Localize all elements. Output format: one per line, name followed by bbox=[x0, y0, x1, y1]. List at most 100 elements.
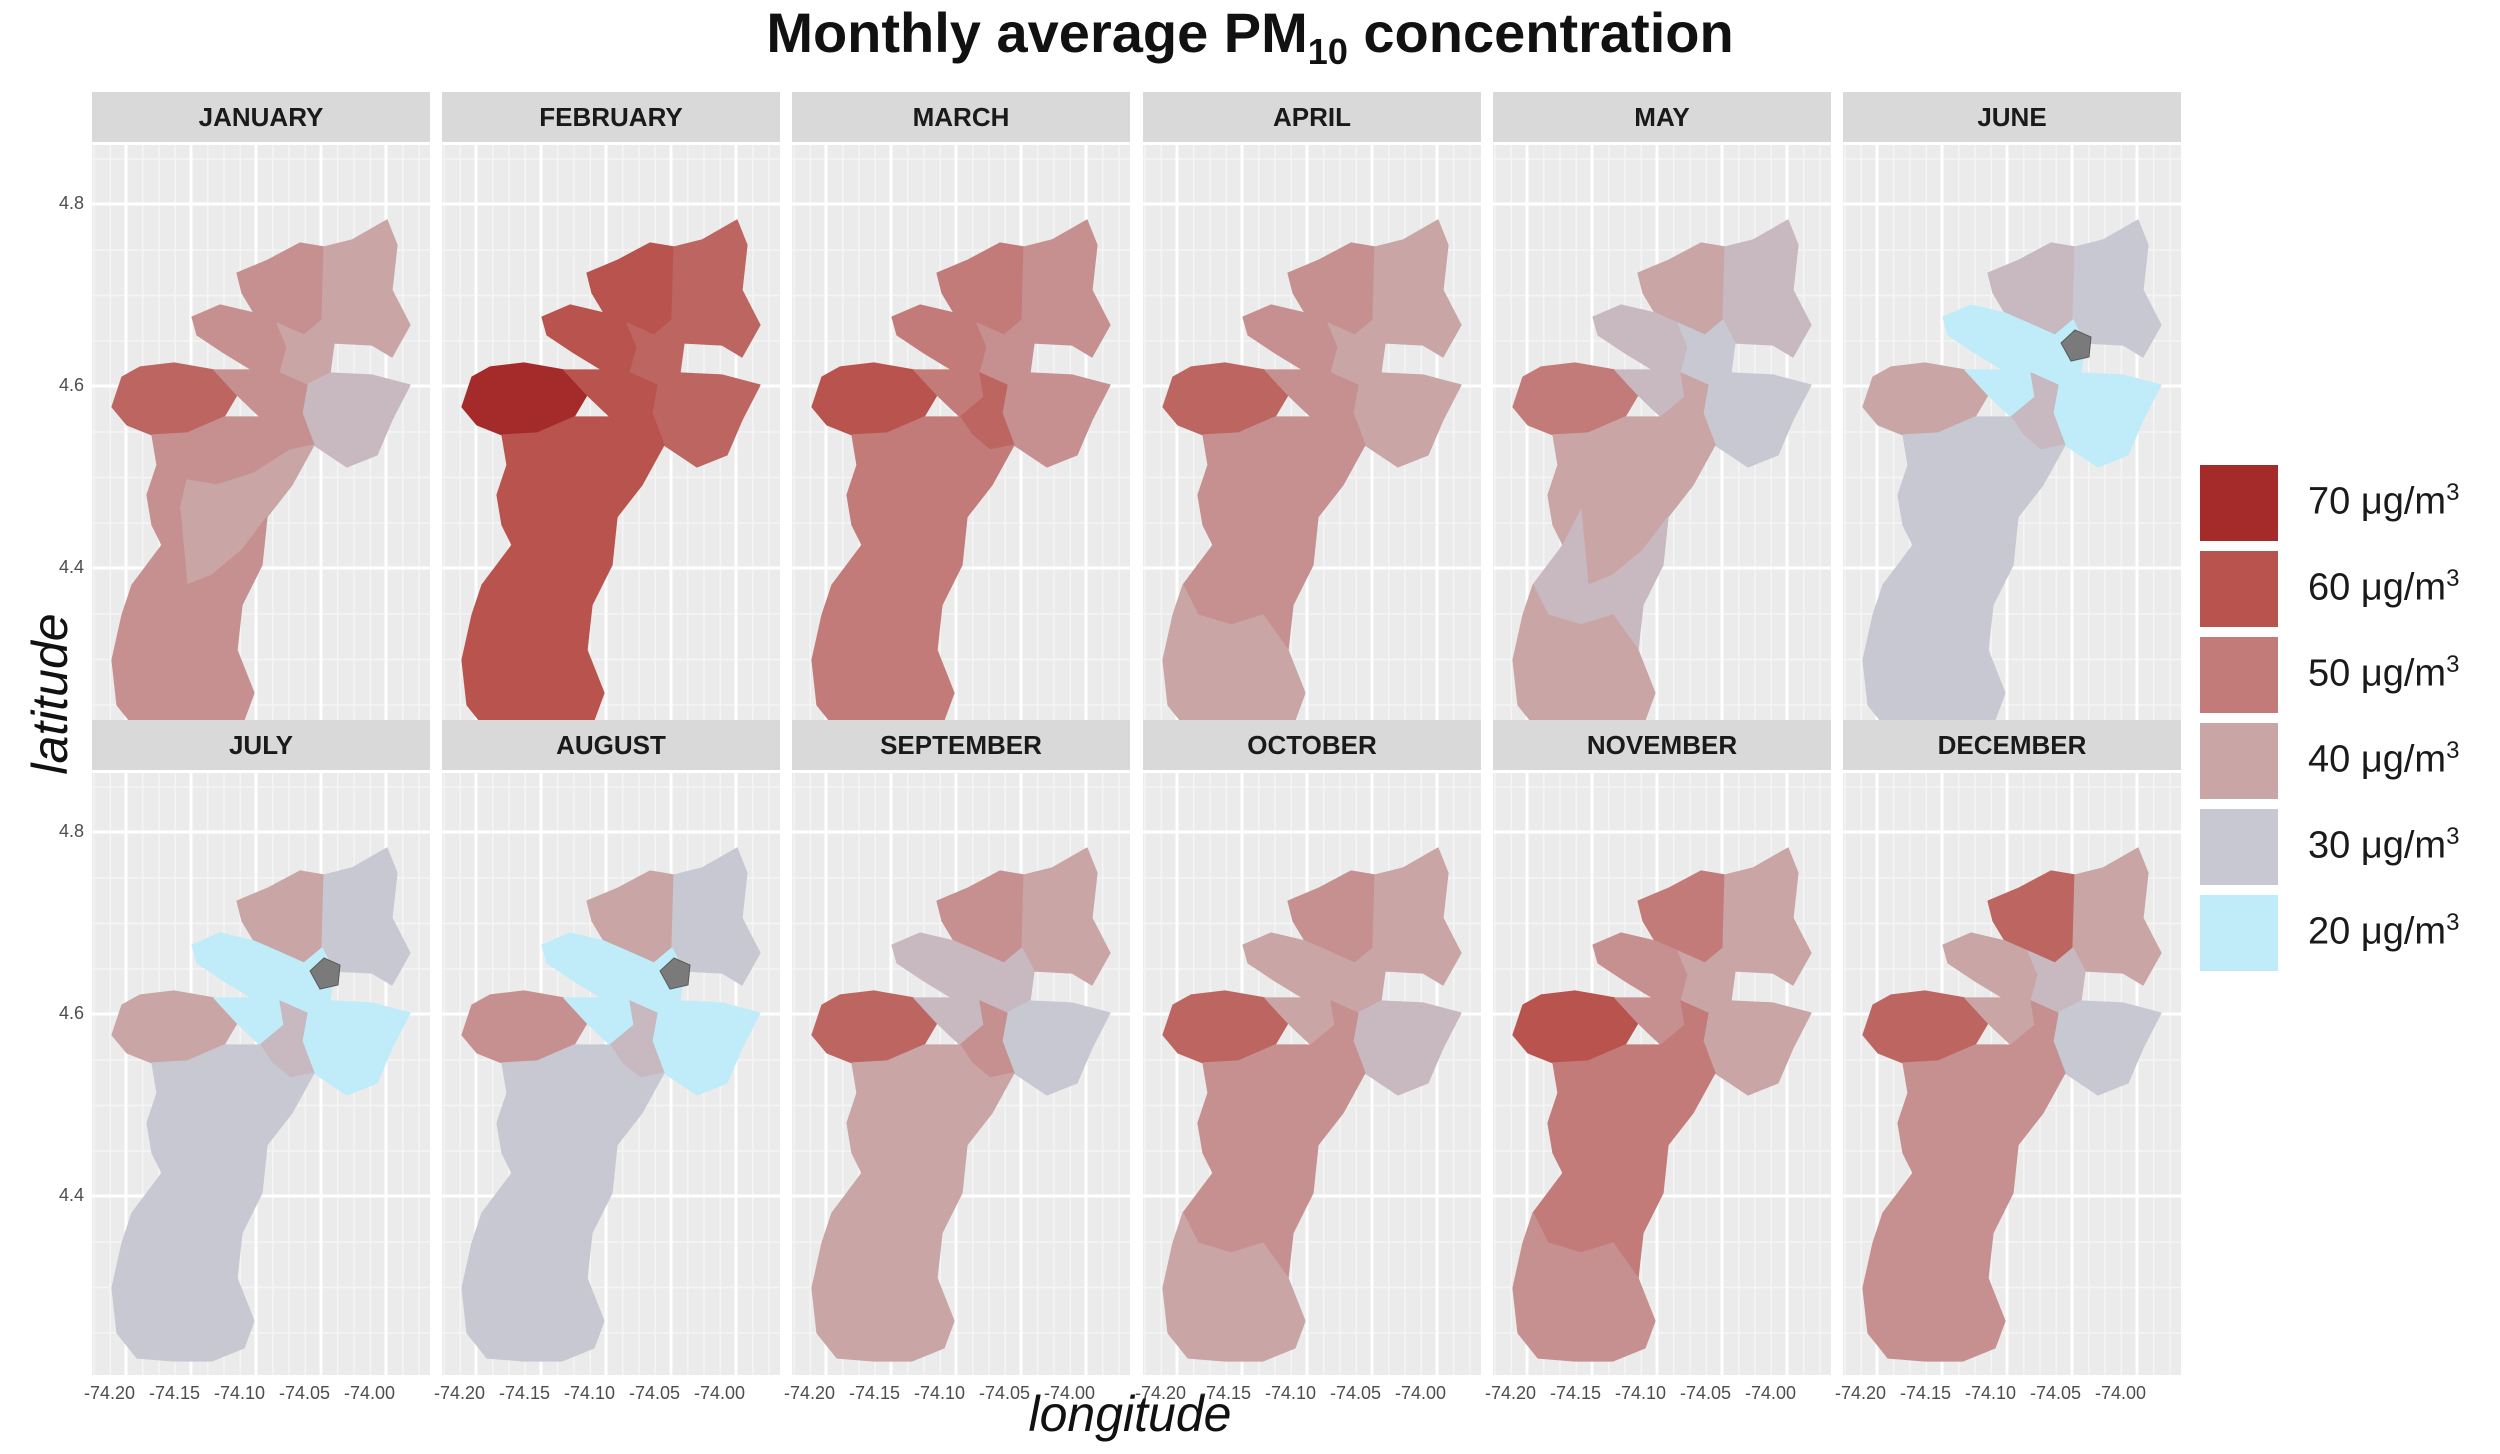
legend-label: 60 μg/m3 bbox=[2308, 565, 2459, 610]
legend-unit-superscript: 3 bbox=[2446, 565, 2460, 592]
facet-panel: JUNE bbox=[1843, 92, 2181, 747]
legend-unit: μg/m bbox=[2360, 566, 2447, 609]
facet-strip-label: SEPTEMBER bbox=[792, 720, 1130, 770]
map-svg bbox=[1143, 773, 1481, 1375]
legend-value: 60 bbox=[2308, 566, 2361, 609]
x-tick-label: -74.15 bbox=[149, 1383, 201, 1403]
map-svg bbox=[1493, 145, 1831, 747]
facet-strip-label: JULY bbox=[92, 720, 430, 770]
legend-unit-superscript: 3 bbox=[2446, 823, 2460, 850]
facet-panel: FEBRUARY bbox=[442, 92, 780, 747]
map-plot-area bbox=[1843, 145, 2181, 747]
legend-unit: μg/m bbox=[2360, 480, 2447, 523]
map-svg bbox=[442, 145, 780, 747]
x-tick-label: -74.00 bbox=[1395, 1383, 1447, 1403]
y-tick-label: 4.4 bbox=[58, 557, 84, 577]
x-tick-label: -74.15 bbox=[1550, 1383, 1602, 1403]
district-region bbox=[1001, 1000, 1111, 1096]
x-tick-label: -74.15 bbox=[499, 1383, 551, 1403]
legend-unit-superscript: 3 bbox=[2446, 651, 2460, 678]
missing-data-region bbox=[309, 957, 341, 990]
district-region bbox=[2052, 1000, 2162, 1096]
x-tick-label: -74.20 bbox=[84, 1383, 136, 1403]
district-region bbox=[301, 372, 411, 468]
legend-unit: μg/m bbox=[2360, 652, 2447, 695]
y-tick-label: 4.8 bbox=[58, 193, 84, 213]
map-svg bbox=[92, 145, 430, 747]
district-region bbox=[1021, 219, 1111, 358]
map-plot-area bbox=[442, 773, 780, 1375]
legend-label: 70 μg/m3 bbox=[2308, 479, 2459, 524]
district-region bbox=[1001, 372, 1111, 468]
legend-value: 70 bbox=[2308, 480, 2361, 523]
map-svg bbox=[1493, 773, 1831, 1375]
x-tick-label: -74.15 bbox=[849, 1383, 901, 1403]
district-region bbox=[2052, 372, 2162, 468]
legend-color-key bbox=[2200, 809, 2278, 885]
district-region bbox=[1722, 847, 1812, 986]
legend-color-key bbox=[2200, 465, 2278, 541]
facet-panel: APRIL bbox=[1143, 92, 1481, 747]
facet-strip-label: MAY bbox=[1493, 92, 1831, 142]
legend-label: 40 μg/m3 bbox=[2308, 737, 2459, 782]
district-region bbox=[1372, 847, 1462, 986]
facet-panel: JULY bbox=[92, 720, 430, 1375]
facet-panel: DECEMBER bbox=[1843, 720, 2181, 1375]
x-tick-label: -74.20 bbox=[434, 1383, 486, 1403]
map-plot-area bbox=[792, 145, 1130, 747]
x-tick-label: -74.10 bbox=[1615, 1383, 1667, 1403]
map-plot-area bbox=[1493, 145, 1831, 747]
map-plot-area bbox=[1143, 145, 1481, 747]
district-region bbox=[1352, 1000, 1462, 1096]
x-tick-label: -74.05 bbox=[1330, 1383, 1382, 1403]
legend-color-key bbox=[2200, 895, 2278, 971]
x-tick-label: -74.05 bbox=[279, 1383, 331, 1403]
map-svg bbox=[92, 773, 430, 1375]
x-tick-label: -74.00 bbox=[344, 1383, 396, 1403]
legend-color-key bbox=[2200, 723, 2278, 799]
district-region bbox=[1722, 219, 1812, 358]
facet-panel: MARCH bbox=[792, 92, 1130, 747]
map-plot-area bbox=[442, 145, 780, 747]
facet-strip-label: JUNE bbox=[1843, 92, 2181, 142]
x-tick-label: -74.10 bbox=[564, 1383, 616, 1403]
legend-value: 40 bbox=[2308, 738, 2361, 781]
x-tick-label: -74.10 bbox=[214, 1383, 266, 1403]
map-plot-area bbox=[792, 773, 1130, 1375]
x-tick-label: -74.00 bbox=[1745, 1383, 1797, 1403]
facet-panel: AUGUST bbox=[442, 720, 780, 1375]
y-tick-label: 4.4 bbox=[58, 1185, 84, 1205]
legend-label: 20 μg/m3 bbox=[2308, 909, 2459, 954]
x-axis-title: longitude bbox=[1028, 1386, 1232, 1442]
legend-unit: μg/m bbox=[2360, 910, 2447, 953]
x-tick-label: -74.05 bbox=[1680, 1383, 1732, 1403]
title-rest: concentration bbox=[1347, 1, 1734, 64]
facet-strip-label: DECEMBER bbox=[1843, 720, 2181, 770]
district-region bbox=[1702, 1000, 1812, 1096]
legend-color-key bbox=[2200, 551, 2278, 627]
district-region bbox=[671, 219, 761, 358]
legend-unit-superscript: 3 bbox=[2446, 909, 2460, 936]
legend-color-key bbox=[2200, 637, 2278, 713]
district-region bbox=[1512, 1212, 1656, 1362]
legend-value: 30 bbox=[2308, 824, 2361, 867]
map-plot-area bbox=[92, 773, 430, 1375]
district-region bbox=[1162, 1212, 1306, 1362]
map-plot-area bbox=[92, 145, 430, 747]
facet-panel: SEPTEMBER bbox=[792, 720, 1130, 1375]
district-region bbox=[1702, 372, 1812, 468]
facet-panel: NOVEMBER bbox=[1493, 720, 1831, 1375]
x-tick-label: -74.10 bbox=[1265, 1383, 1317, 1403]
district-region bbox=[321, 219, 411, 358]
x-tick-label: -74.20 bbox=[1135, 1383, 1187, 1403]
district-region bbox=[811, 1212, 955, 1362]
y-tick-label: 4.8 bbox=[58, 821, 84, 841]
district-region bbox=[651, 372, 761, 468]
facet-strip-label: APRIL bbox=[1143, 92, 1481, 142]
facet-panel: JANUARY bbox=[92, 92, 430, 747]
facet-strip-label: MARCH bbox=[792, 92, 1130, 142]
legend-label: 50 μg/m3 bbox=[2308, 651, 2459, 696]
y-axis-title: latitude bbox=[22, 613, 78, 775]
facet-strip-label: FEBRUARY bbox=[442, 92, 780, 142]
